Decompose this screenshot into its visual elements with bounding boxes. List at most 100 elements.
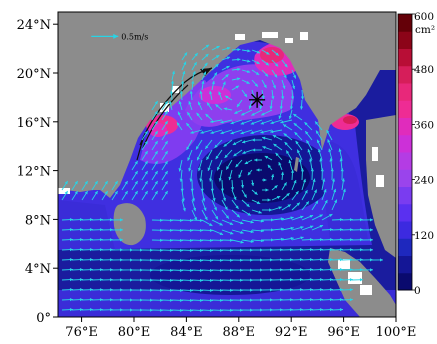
current-vector-head <box>369 228 373 232</box>
current-vector-head <box>109 218 113 222</box>
current-vector-head <box>213 72 217 76</box>
current-vector-head <box>109 248 113 252</box>
current-vector-head <box>154 121 158 125</box>
current-vector-head <box>219 308 223 312</box>
current-vector-head <box>74 191 78 195</box>
current-vector-head <box>280 227 284 231</box>
colorbar-unit-label: cm² <box>415 24 435 36</box>
current-vector-head <box>319 258 323 262</box>
current-vector-head <box>218 178 222 182</box>
current-vector-head <box>144 151 148 155</box>
current-vector-head <box>219 288 223 292</box>
current-vector-head <box>179 268 183 272</box>
current-vector-head <box>329 214 333 218</box>
current-vector-head <box>159 298 163 302</box>
colorbar-tick-label: 480 <box>414 64 434 76</box>
current-vector-head <box>179 218 183 222</box>
current-vector-head <box>119 308 123 312</box>
current-vector-head <box>255 71 260 75</box>
current-vector-head <box>159 218 163 222</box>
current-vector-head <box>169 308 173 312</box>
x-tick-label: 76°E <box>65 325 98 340</box>
current-vector-head <box>226 166 230 170</box>
current-vector-head <box>319 288 323 292</box>
hotspot-north <box>199 86 231 104</box>
current-vector-head <box>209 298 213 302</box>
current-vector-head <box>319 238 323 242</box>
current-vector-head <box>154 191 158 195</box>
current-vector-head <box>144 191 148 195</box>
current-vector-head <box>144 131 148 135</box>
current-vector-head <box>134 171 138 175</box>
current-vector-head <box>89 308 93 312</box>
colorbar-swatch <box>398 100 412 118</box>
current-vector-head <box>69 258 73 262</box>
current-vector-head <box>224 206 228 210</box>
current-vector-head <box>219 268 223 272</box>
current-vector-head <box>359 218 363 222</box>
current-vector-head <box>339 218 343 222</box>
current-vector-head <box>211 80 215 85</box>
current-vector-head <box>340 168 344 172</box>
current-vector-head <box>169 238 173 242</box>
current-vector-head <box>237 57 241 62</box>
reference-vector-label: 0.5m/s <box>121 32 148 41</box>
current-vector-head <box>349 268 353 272</box>
current-vector-head <box>233 153 237 157</box>
current-vector-head <box>274 74 278 78</box>
current-vector-head <box>329 248 333 252</box>
x-tick-label: 88°E <box>223 325 256 340</box>
current-vector-head <box>209 238 213 242</box>
current-vector-head <box>69 288 73 292</box>
current-vector-head <box>69 218 73 222</box>
current-vector-head <box>149 308 153 312</box>
current-vector-head <box>309 278 313 282</box>
current-vector-head <box>249 258 253 262</box>
current-vector-head <box>179 228 183 232</box>
current-vector-head <box>359 248 363 252</box>
current-vector-head <box>99 238 103 242</box>
current-vector-head <box>179 238 183 242</box>
x-tick-label: 92°E <box>275 325 308 340</box>
current-vector-head <box>134 181 138 185</box>
current-vector-head <box>89 238 93 242</box>
equatorial-low <box>150 255 310 295</box>
current-vector-head <box>181 80 185 84</box>
current-vector-head <box>119 288 123 292</box>
current-vector-head <box>179 278 183 282</box>
current-vector-head <box>69 308 73 312</box>
current-vector-head <box>309 268 313 272</box>
current-vector-head <box>333 188 337 193</box>
current-vector-head <box>129 268 133 272</box>
current-vector-head <box>265 62 269 66</box>
current-vector-head <box>189 248 193 252</box>
current-vector-head <box>349 238 353 242</box>
current-vector-head <box>104 181 108 185</box>
y-axis: 24°N 20°N 16°N 12°N 8°N 4°N 0° <box>17 18 58 326</box>
current-vector-head <box>215 104 219 108</box>
current-vector-head <box>220 120 224 124</box>
current-vector-head <box>226 46 231 50</box>
current-vector-head <box>209 222 213 226</box>
current-vector-head <box>194 52 198 57</box>
current-vector-head <box>279 298 283 302</box>
current-vector-head <box>251 182 255 187</box>
current-vector-head <box>249 298 253 302</box>
current-vector-head <box>279 308 283 312</box>
current-vector-head <box>262 146 266 150</box>
current-vector-head <box>247 49 251 53</box>
current-vector-head <box>254 158 258 162</box>
current-vector-head <box>139 258 143 262</box>
current-vector-head <box>199 288 203 292</box>
current-vector-head <box>250 131 254 135</box>
current-vector-head <box>149 248 153 252</box>
x-tick-label: 96°E <box>327 325 360 340</box>
current-vector-head <box>119 298 123 302</box>
current-vector-head <box>339 248 343 252</box>
current-vector-head <box>299 298 303 302</box>
current-vector-head <box>124 191 128 195</box>
andaman-islands <box>294 157 299 172</box>
current-vector-head <box>89 278 93 282</box>
current-vector-head <box>246 80 250 84</box>
